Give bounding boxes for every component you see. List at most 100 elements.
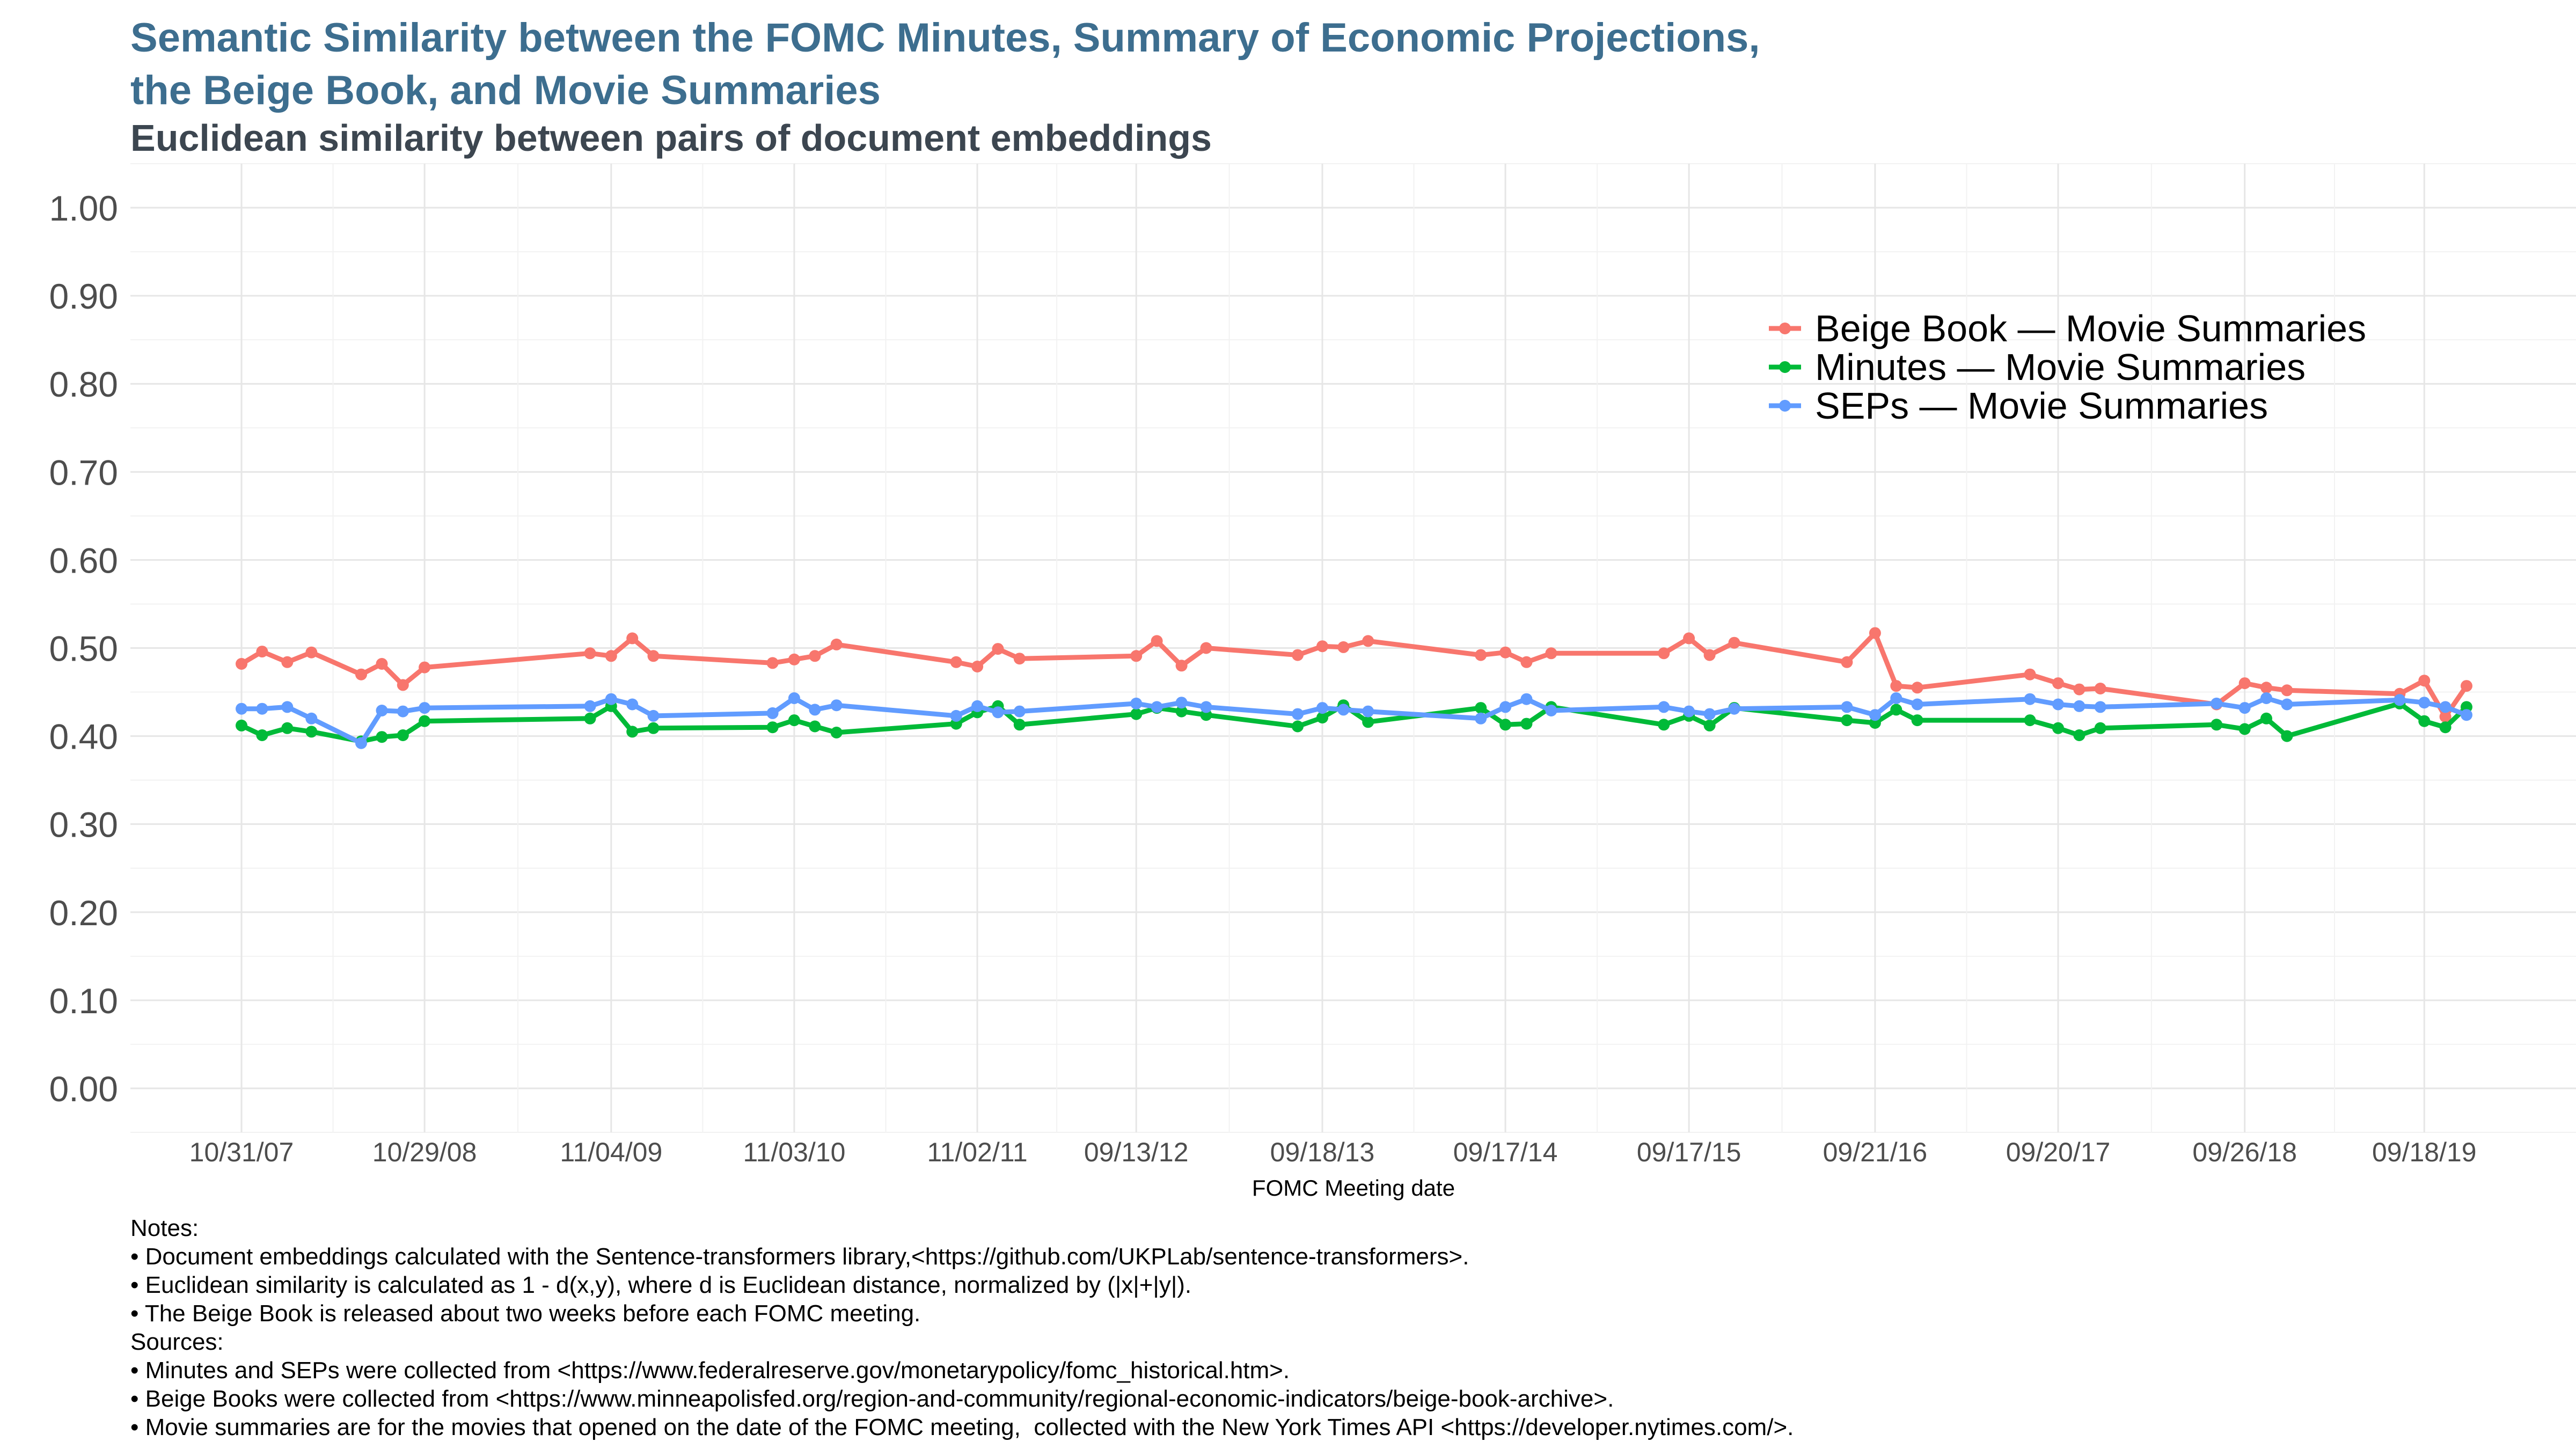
data-point [626,698,639,711]
chart-title-line-2: the Beige Book, and Movie Summaries [130,68,881,113]
data-point [1890,692,1902,704]
data-point [2394,694,2406,706]
legend-key-point [1779,323,1791,334]
data-point [236,702,247,715]
data-point [1337,641,1350,653]
data-point [1911,698,1923,711]
data-point [1841,714,1853,727]
data-point [1728,636,1740,649]
data-point [305,646,318,658]
data-point [1013,705,1026,718]
data-point [1337,704,1350,716]
data-point [1499,701,1512,713]
data-point [1703,649,1716,661]
data-point [1869,709,1881,721]
data-point [256,729,268,741]
series-2 [236,692,2472,749]
x-tick-label: 11/04/09 [560,1137,662,1167]
data-point [1175,705,1188,718]
data-point [809,650,821,662]
x-tick-label: 09/18/19 [2372,1137,2477,1167]
data-point [584,647,596,660]
data-point [376,658,388,670]
data-point [647,709,660,722]
x-tick-label: 09/13/12 [1084,1137,1189,1167]
data-point [376,705,388,716]
data-point [1841,701,1853,713]
data-point [2073,729,2085,741]
data-point [1890,704,1902,716]
data-point [1520,656,1533,668]
data-point [1362,705,1374,718]
data-point [355,668,367,680]
y-tick-label: 0.20 [49,893,118,933]
data-point [397,705,409,718]
data-point [2024,693,2036,705]
legend-key-point [1779,400,1791,412]
x-tick-label: 09/17/15 [1637,1137,1741,1167]
x-tick-label: 09/21/16 [1823,1137,1928,1167]
notes-line: • Movie summaries are for the movies tha… [130,1414,1794,1440]
y-tick-label: 0.50 [49,629,118,669]
notes-line: • Beige Books were collected from <https… [130,1386,1614,1412]
data-point [1475,712,1487,724]
data-point [1013,653,1026,665]
x-tick-label: 09/17/14 [1453,1137,1558,1167]
data-point [1520,693,1533,705]
data-point [2260,712,2272,724]
data-point [1728,702,1740,715]
data-point [419,715,431,727]
y-tick-label: 0.30 [49,805,118,845]
data-point [830,699,843,712]
data-point [992,706,1004,719]
chart-title: Semantic Similarity between the FOMC Min… [130,12,1760,117]
data-point [1292,649,1304,661]
data-point [809,720,821,733]
data-point [1316,640,1328,653]
data-point [305,712,318,724]
data-point [1175,697,1188,709]
data-point [1703,719,1716,731]
data-point [1475,702,1487,714]
data-point [2073,683,2085,696]
data-point [397,679,409,691]
data-point [2094,722,2106,734]
data-point [626,632,639,645]
data-point [2094,701,2106,713]
data-point [830,727,843,738]
data-point [626,726,639,738]
data-point [1658,647,1670,660]
data-point [1841,656,1853,668]
data-point [605,693,617,705]
data-point [1658,719,1670,731]
y-tick-label: 1.00 [49,188,118,228]
data-point [305,726,318,738]
x-tick-label: 09/26/18 [2192,1137,2297,1167]
y-tick-label: 0.10 [49,981,118,1021]
x-axis-label: FOMC Meeting date [1252,1175,1455,1201]
notes-block: Notes: • Document embeddings calculated … [130,1214,1794,1441]
data-point [2418,675,2431,687]
data-point [647,650,660,662]
data-point [1683,705,1695,718]
data-point [2052,677,2064,690]
data-point [256,702,268,715]
y-tick-label: 0.90 [49,276,118,316]
data-point [2073,700,2085,712]
data-point [2418,715,2431,727]
data-point [2439,721,2451,734]
data-point [1475,649,1487,661]
data-point [830,638,843,650]
series-line [239,696,2469,746]
data-point [766,721,779,734]
data-point [2260,682,2272,694]
data-point [1683,632,1695,645]
data-point [2439,701,2451,713]
data-point [1499,646,1512,658]
data-point [419,661,431,674]
data-point [1869,627,1881,639]
grid-lines [130,163,2576,1133]
y-tick-label: 0.00 [49,1069,118,1109]
legend-label: SEPs — Movie Summaries [1815,385,2268,427]
